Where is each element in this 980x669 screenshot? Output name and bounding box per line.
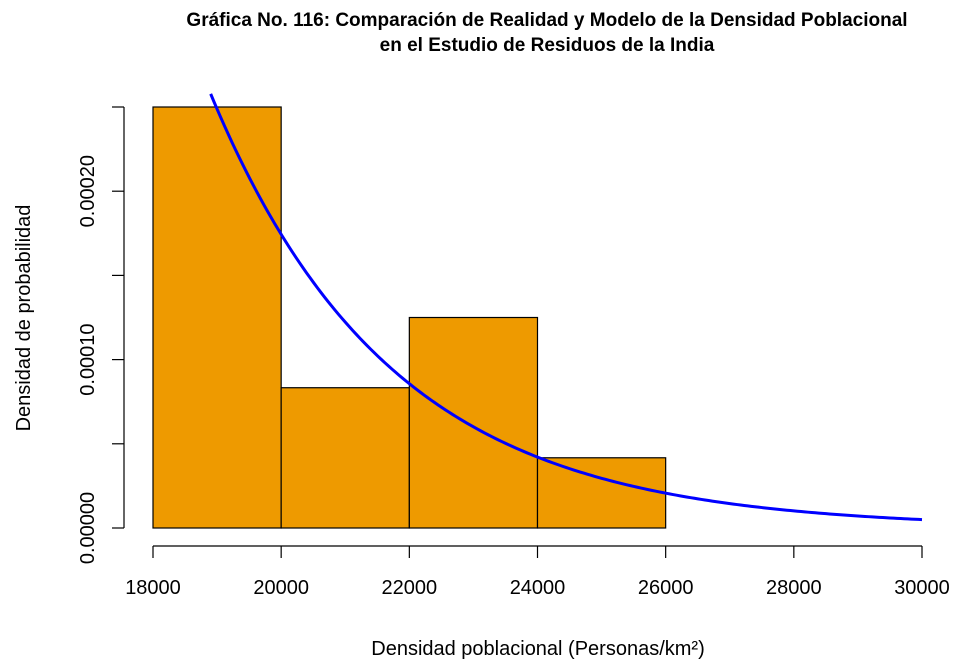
model-curve xyxy=(209,93,923,522)
chart-title-line1: Gráfica No. 116: Comparación de Realidad… xyxy=(186,10,907,31)
model-curve-layer xyxy=(209,93,923,522)
x-axis-label: Densidad poblacional (Personas/km²) xyxy=(371,638,705,660)
x-tick-label: 18000 xyxy=(125,577,181,599)
y-tick-label: 0.00020 xyxy=(77,155,99,227)
y-tick-label: 0.00000 xyxy=(77,492,99,564)
histogram-bar xyxy=(152,106,282,529)
x-tick-label: 30000 xyxy=(894,577,950,599)
chart-title-line2: en el Estudio de Residuos de la India xyxy=(380,35,715,56)
x-axis: 18000 20000 22000 24000 26000 28000 30000 xyxy=(125,545,950,599)
y-axis-label: Densidad de probabilidad xyxy=(13,205,35,432)
x-tick-label: 24000 xyxy=(510,577,566,599)
x-tick-label: 22000 xyxy=(382,577,438,599)
histogram-bar xyxy=(408,316,539,529)
x-tick-label: 20000 xyxy=(253,577,309,599)
y-axis: 0.00000 0.00010 0.00020 xyxy=(77,106,125,564)
x-tick-label: 26000 xyxy=(638,577,694,599)
histogram-bar xyxy=(280,387,410,529)
y-tick-label: 0.00010 xyxy=(77,323,99,395)
histogram-bars xyxy=(152,106,667,529)
x-tick-label: 28000 xyxy=(766,577,822,599)
histogram-bar xyxy=(536,457,667,529)
